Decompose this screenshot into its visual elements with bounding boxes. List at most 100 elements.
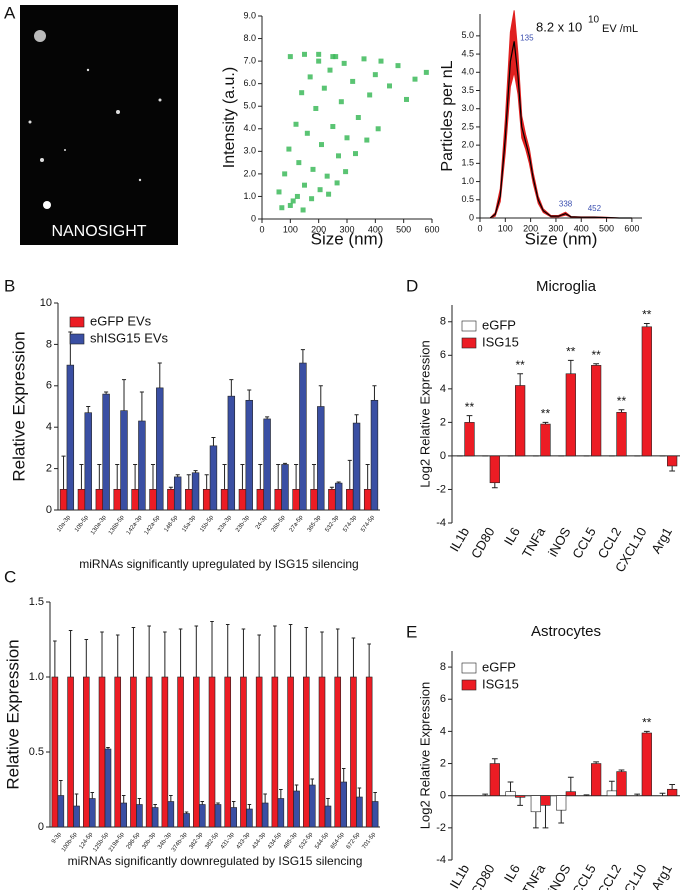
peak-label: 135 — [520, 33, 534, 42]
scatter-point — [287, 54, 293, 60]
bar — [131, 488, 139, 511]
y-tick-label: 8.0 — [243, 33, 256, 43]
error-bar — [304, 627, 309, 677]
x-tick-label: 544-5p — [314, 831, 330, 850]
y-tick-label: 1.5 — [461, 158, 474, 168]
speck — [43, 201, 51, 209]
bar — [363, 488, 372, 511]
image-label: NANOSIGHT — [51, 223, 146, 240]
bar — [51, 676, 59, 828]
x-tick-label: 10a-3p — [56, 514, 72, 533]
x-tick-label: 124-5p — [79, 831, 95, 850]
bar — [334, 482, 343, 511]
x-tick-label: IL1b — [447, 525, 473, 554]
bar — [83, 676, 90, 828]
y-tick-label: 0 — [251, 213, 256, 223]
y-tick-label: 6 — [46, 380, 52, 392]
bar — [183, 813, 190, 828]
annotation-unit: EV /mL — [602, 23, 638, 35]
error-bar — [329, 486, 334, 490]
x-tick-label: 300 — [339, 224, 354, 234]
bar — [167, 801, 175, 828]
y-tick-label: 2 — [440, 757, 446, 769]
x-tick-label: IL1b — [447, 862, 473, 890]
bar — [202, 488, 211, 511]
error-bar — [153, 804, 157, 808]
bar — [277, 798, 285, 828]
error-bar — [147, 625, 151, 677]
y-tick-label: 1.0 — [461, 176, 474, 186]
error-bar — [86, 406, 91, 413]
bar — [293, 790, 300, 828]
error-bar — [300, 349, 305, 364]
error-bar — [84, 639, 89, 677]
x-tick-label: 296-5p — [126, 831, 142, 850]
error-bar — [567, 359, 574, 374]
bar — [246, 808, 253, 828]
bar — [263, 418, 271, 511]
x-axis-label: miRNAs significantly upregulated by ISG1… — [79, 557, 358, 571]
bar — [156, 387, 164, 511]
error-bar — [341, 768, 346, 782]
x-tick-label: IL6 — [501, 862, 523, 885]
significance: ** — [617, 394, 627, 408]
y-tick-label: 4 — [440, 725, 446, 737]
significance: ** — [515, 358, 525, 372]
scatter-point — [309, 196, 315, 202]
bar — [303, 676, 310, 828]
y-axis-label: Log2 Relative Expression — [417, 340, 432, 487]
y-tick-label: 0 — [440, 450, 446, 462]
y-tick-label: 0 — [469, 212, 474, 222]
x-tick-label: 27a-5p — [289, 514, 305, 533]
y-tick-label: 2.5 — [461, 121, 474, 131]
x-tick-label: 431-3p — [220, 831, 236, 850]
bar — [59, 488, 68, 511]
x-tick-label: 600 — [624, 223, 639, 233]
bar — [95, 488, 104, 511]
error-bar — [288, 624, 293, 677]
bar — [667, 788, 678, 796]
x-tick-label: CCL5 — [569, 525, 599, 561]
bar — [281, 464, 289, 511]
scatter-point — [395, 63, 401, 69]
x-tick-label: 433-3p — [236, 831, 252, 850]
scatter-point — [293, 121, 299, 127]
scatter-point — [296, 160, 302, 166]
error-bar — [216, 802, 220, 805]
y-tick-label: 0 — [440, 790, 446, 802]
scatter-point — [378, 58, 384, 64]
scatter-point — [404, 96, 409, 102]
bar — [350, 676, 357, 828]
error-bar — [241, 628, 246, 677]
error-bar — [282, 462, 288, 465]
x-tick-label: Arg1 — [648, 525, 675, 556]
x-tick-label: 130a-3p — [90, 514, 108, 536]
y-tick-label: 10 — [40, 297, 52, 309]
scatter-point — [287, 202, 293, 208]
error-bar — [608, 780, 615, 791]
bar — [193, 676, 200, 828]
chart-title: Microglia — [536, 278, 597, 295]
error-bar — [200, 801, 205, 805]
error-bar — [168, 486, 173, 490]
error-bar — [193, 470, 198, 473]
bar — [591, 763, 602, 796]
bar — [641, 326, 652, 457]
nanosight-image — [20, 5, 178, 245]
y-tick-label: 5.0 — [461, 30, 474, 40]
bar — [256, 488, 265, 511]
bar — [334, 676, 342, 828]
bar — [667, 455, 678, 467]
x-tick-label: 672-5p — [346, 831, 362, 850]
scatter-point — [338, 99, 344, 105]
scatter-point — [302, 51, 307, 57]
speck — [116, 110, 120, 114]
legend-swatch — [461, 337, 477, 349]
error-bar — [100, 631, 104, 677]
scatter-point — [343, 169, 349, 175]
error-bar — [121, 795, 126, 803]
legend-swatch — [69, 333, 85, 345]
error-bar — [115, 463, 120, 490]
scatter-point — [317, 187, 323, 193]
error-bar — [593, 363, 600, 366]
